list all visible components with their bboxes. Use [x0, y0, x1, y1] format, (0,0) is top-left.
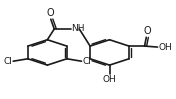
- Text: OH: OH: [103, 75, 116, 84]
- Text: Cl: Cl: [4, 57, 13, 66]
- Text: OH: OH: [158, 43, 172, 52]
- Text: O: O: [47, 8, 55, 18]
- Text: Cl: Cl: [82, 57, 91, 66]
- Text: NH: NH: [71, 24, 85, 33]
- Text: O: O: [143, 26, 151, 36]
